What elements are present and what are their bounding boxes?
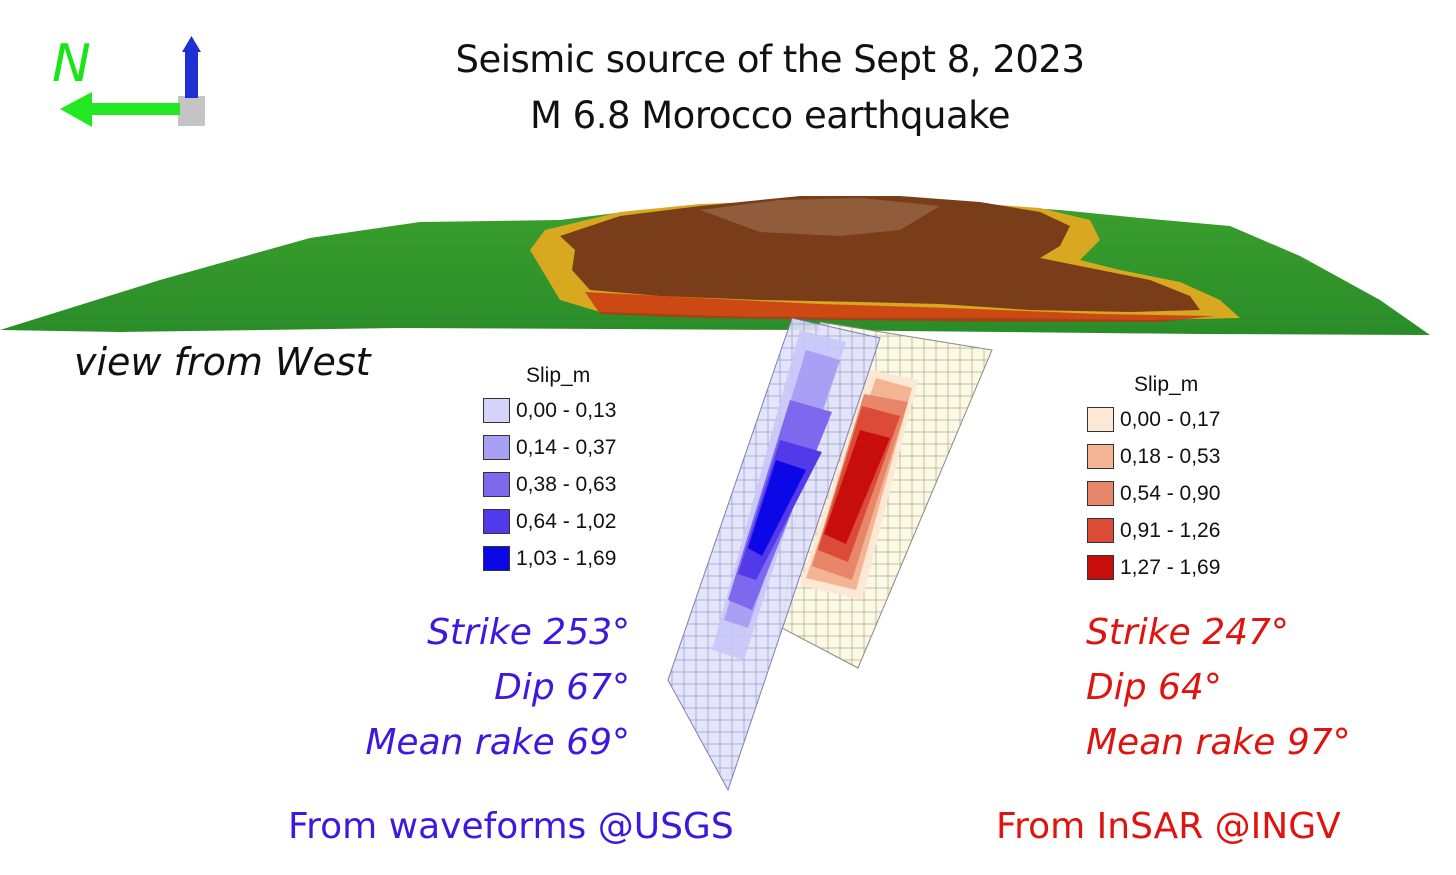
compass-up-arrowhead-icon (182, 36, 201, 52)
compass-west-shaft (92, 103, 180, 115)
usgs-legend-swatch (483, 509, 510, 534)
ingv-legend: Slip_m 0,00 - 0,17 0,18 - 0,53 0,54 - 0,90… (1087, 373, 1220, 586)
usgs-legend-entry: 0,64 - 1,02 (483, 503, 616, 540)
usgs-parameters: Strike 253° Dip 67° Mean rake 69° (365, 605, 630, 770)
usgs-legend-label: 1,03 - 1,69 (516, 546, 617, 570)
usgs-legend-entry: 1,03 - 1,69 (483, 540, 616, 577)
compass-axes-icon (60, 36, 205, 127)
ingv-legend-swatch (1087, 555, 1114, 580)
ingv-legend-label: 0,54 - 0,90 (1120, 481, 1221, 505)
ingv-legend-swatch (1087, 407, 1114, 432)
usgs-legend: Slip_m 0,00 - 0,13 0,14 - 0,37 0,38 - 0,63… (483, 364, 616, 577)
usgs-legend-entry: 0,00 - 0,13 (483, 392, 616, 429)
usgs-legend-entry: 0,38 - 0,63 (483, 466, 616, 503)
ingv-strike: Strike 247° (1086, 612, 1289, 653)
ingv-legend-swatch (1087, 481, 1114, 506)
compass-north-label: N (52, 34, 91, 94)
ingv-legend-swatch (1087, 444, 1114, 469)
usgs-legend-label: 0,00 - 0,13 (516, 398, 617, 422)
ingv-legend-label: 0,91 - 1,26 (1120, 518, 1221, 542)
title-line-2: M 6.8 Morocco earthquake (529, 94, 1011, 137)
view-from-label: view from West (74, 340, 371, 384)
ingv-legend-entry: 0,54 - 0,90 (1087, 475, 1220, 512)
terrain-peaks (700, 198, 940, 236)
compass-base-icon (178, 96, 205, 126)
ingv-legend-entry: 0,91 - 1,26 (1087, 512, 1220, 549)
usgs-strike: Strike 253° (427, 612, 630, 653)
ingv-dip: Dip 64° (1086, 667, 1222, 708)
usgs-fault-plane (667, 317, 881, 792)
ingv-parameters: Strike 247° Dip 64° Mean rake 97° (1086, 605, 1351, 770)
title-line-1: Seismic source of the Sept 8, 2023 (455, 38, 1085, 81)
ingv-fault-plane (781, 321, 993, 669)
compass-up-shaft (185, 52, 198, 98)
usgs-legend-swatch (483, 435, 510, 460)
ingv-legend-label: 0,00 - 0,17 (1120, 407, 1221, 431)
usgs-legend-swatch (483, 546, 510, 571)
usgs-legend-label: 0,14 - 0,37 (516, 435, 617, 459)
figure-title: Seismic source of the Sept 8, 2023 M 6.8… (400, 32, 1140, 144)
ingv-legend-entry: 0,00 - 0,17 (1087, 401, 1220, 438)
ingv-legend-entry: 0,18 - 0,53 (1087, 438, 1220, 475)
ingv-legend-entry: 1,27 - 1,69 (1087, 549, 1220, 586)
usgs-legend-swatch (483, 472, 510, 497)
usgs-legend-entry: 0,14 - 0,37 (483, 429, 616, 466)
usgs-legend-label: 0,64 - 1,02 (516, 509, 617, 533)
usgs-source-label: From waveforms @USGS (288, 806, 734, 847)
ingv-legend-label: 1,27 - 1,69 (1120, 555, 1221, 579)
usgs-dip: Dip 67° (494, 667, 630, 708)
usgs-legend-label: 0,38 - 0,63 (516, 472, 617, 496)
ingv-legend-swatch (1087, 518, 1114, 543)
ingv-source-label: From InSAR @INGV (996, 806, 1341, 847)
usgs-rake: Mean rake 69° (365, 722, 630, 763)
usgs-legend-title: Slip_m (526, 364, 591, 387)
ingv-legend-title: Slip_m (1134, 373, 1199, 396)
ingv-slip-127-169 (824, 430, 890, 544)
usgs-legend-swatch (483, 398, 510, 423)
terrain-highland (560, 196, 1200, 312)
terrain-red-rim (585, 292, 1215, 322)
compass-west-arrowhead-icon (60, 92, 92, 127)
ingv-rake: Mean rake 97° (1086, 722, 1351, 763)
usgs-slip-103-169 (748, 460, 806, 556)
ingv-legend-label: 0,18 - 0,53 (1120, 444, 1221, 468)
